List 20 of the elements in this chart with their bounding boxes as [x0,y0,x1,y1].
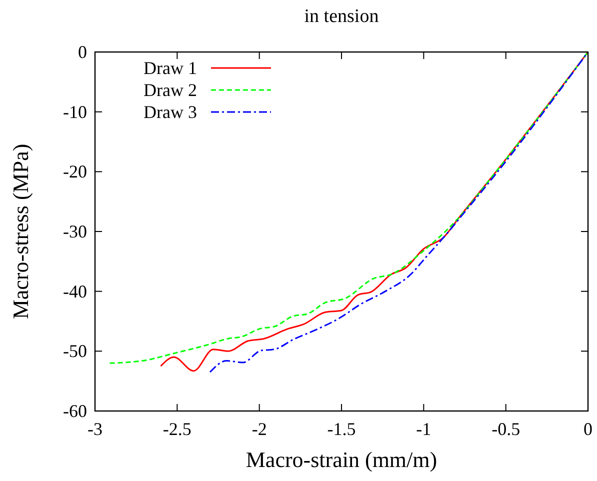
x-axis-title: Macro-strain (mm/m) [246,447,438,472]
y-tick-label: -40 [63,281,87,302]
y-axis-title: Macro-stress (MPa) [8,144,33,320]
x-tick-label: -2 [252,419,267,439]
y-tick-label: -30 [63,222,87,242]
legend-label: Draw 3 [144,102,197,122]
x-tick-label: 0 [584,419,592,439]
legend-label: Draw 2 [144,80,197,100]
x-tick-label: -3 [88,419,102,439]
y-tick-label: -60 [63,401,87,421]
x-tick-label: -0.5 [492,419,520,439]
x-tick-label: -2.5 [162,419,192,439]
x-tick-label: -1 [416,419,432,439]
y-tick-label: -10 [63,102,87,122]
chart-title: in tension [304,6,380,27]
y-tick-label: -20 [63,162,87,182]
y-tick-label: 0 [78,42,87,62]
y-tick-label: -50 [63,341,87,362]
legend-label: Draw 1 [144,58,197,78]
x-tick-label: -1.5 [327,419,356,439]
